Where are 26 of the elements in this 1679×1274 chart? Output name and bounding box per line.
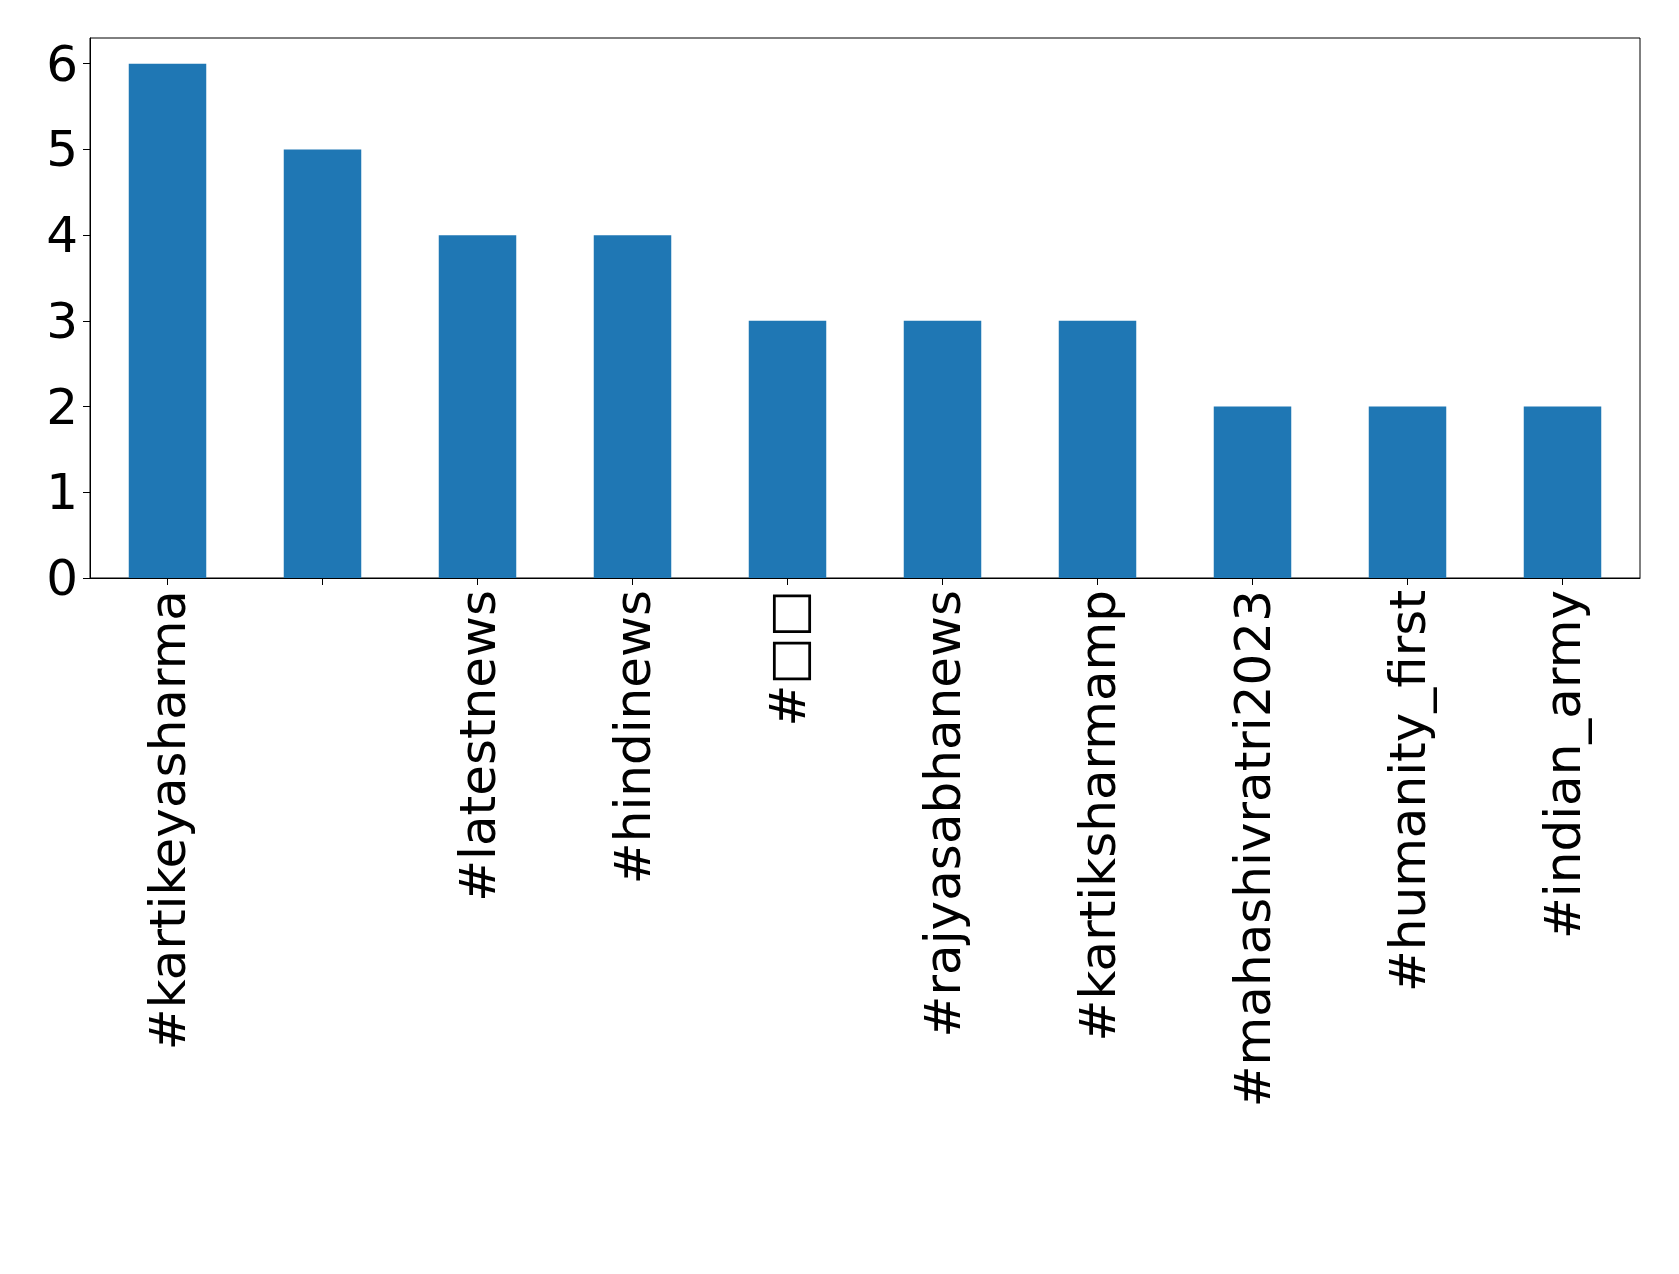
- y-tick-label: 2: [46, 377, 78, 436]
- bar: [593, 235, 672, 578]
- y-tick-label: 4: [46, 206, 78, 265]
- x-tick-label: #humanity_first: [1378, 590, 1437, 993]
- x-tick-label: #kartikeyasharma: [138, 590, 197, 1051]
- y-tick-label: 3: [46, 291, 78, 350]
- x-tick-label: #□□: [758, 590, 817, 727]
- bar: [1368, 406, 1447, 578]
- bar: [438, 235, 517, 578]
- x-tick-label: #hindinews: [603, 590, 662, 885]
- bar: [1523, 406, 1602, 578]
- y-tick-label: 0: [46, 549, 78, 607]
- bar: [748, 320, 827, 578]
- y-tick-label: 1: [46, 463, 78, 522]
- x-tick-label: #rajyasabhanews: [913, 590, 972, 1038]
- x-tick-label: #mahashivratri2023: [1223, 590, 1282, 1108]
- x-tick-label: #latestnews: [448, 590, 507, 902]
- y-tick-label: 5: [46, 120, 78, 179]
- x-tick-label: #kartiksharmamp: [1068, 590, 1127, 1042]
- bar: [128, 63, 207, 578]
- y-tick-label: 6: [46, 34, 78, 93]
- bar: [1213, 406, 1292, 578]
- bar: [283, 149, 362, 578]
- x-tick-label: #indian_army: [1533, 590, 1592, 940]
- bar: [1058, 320, 1137, 578]
- bar: [903, 320, 982, 578]
